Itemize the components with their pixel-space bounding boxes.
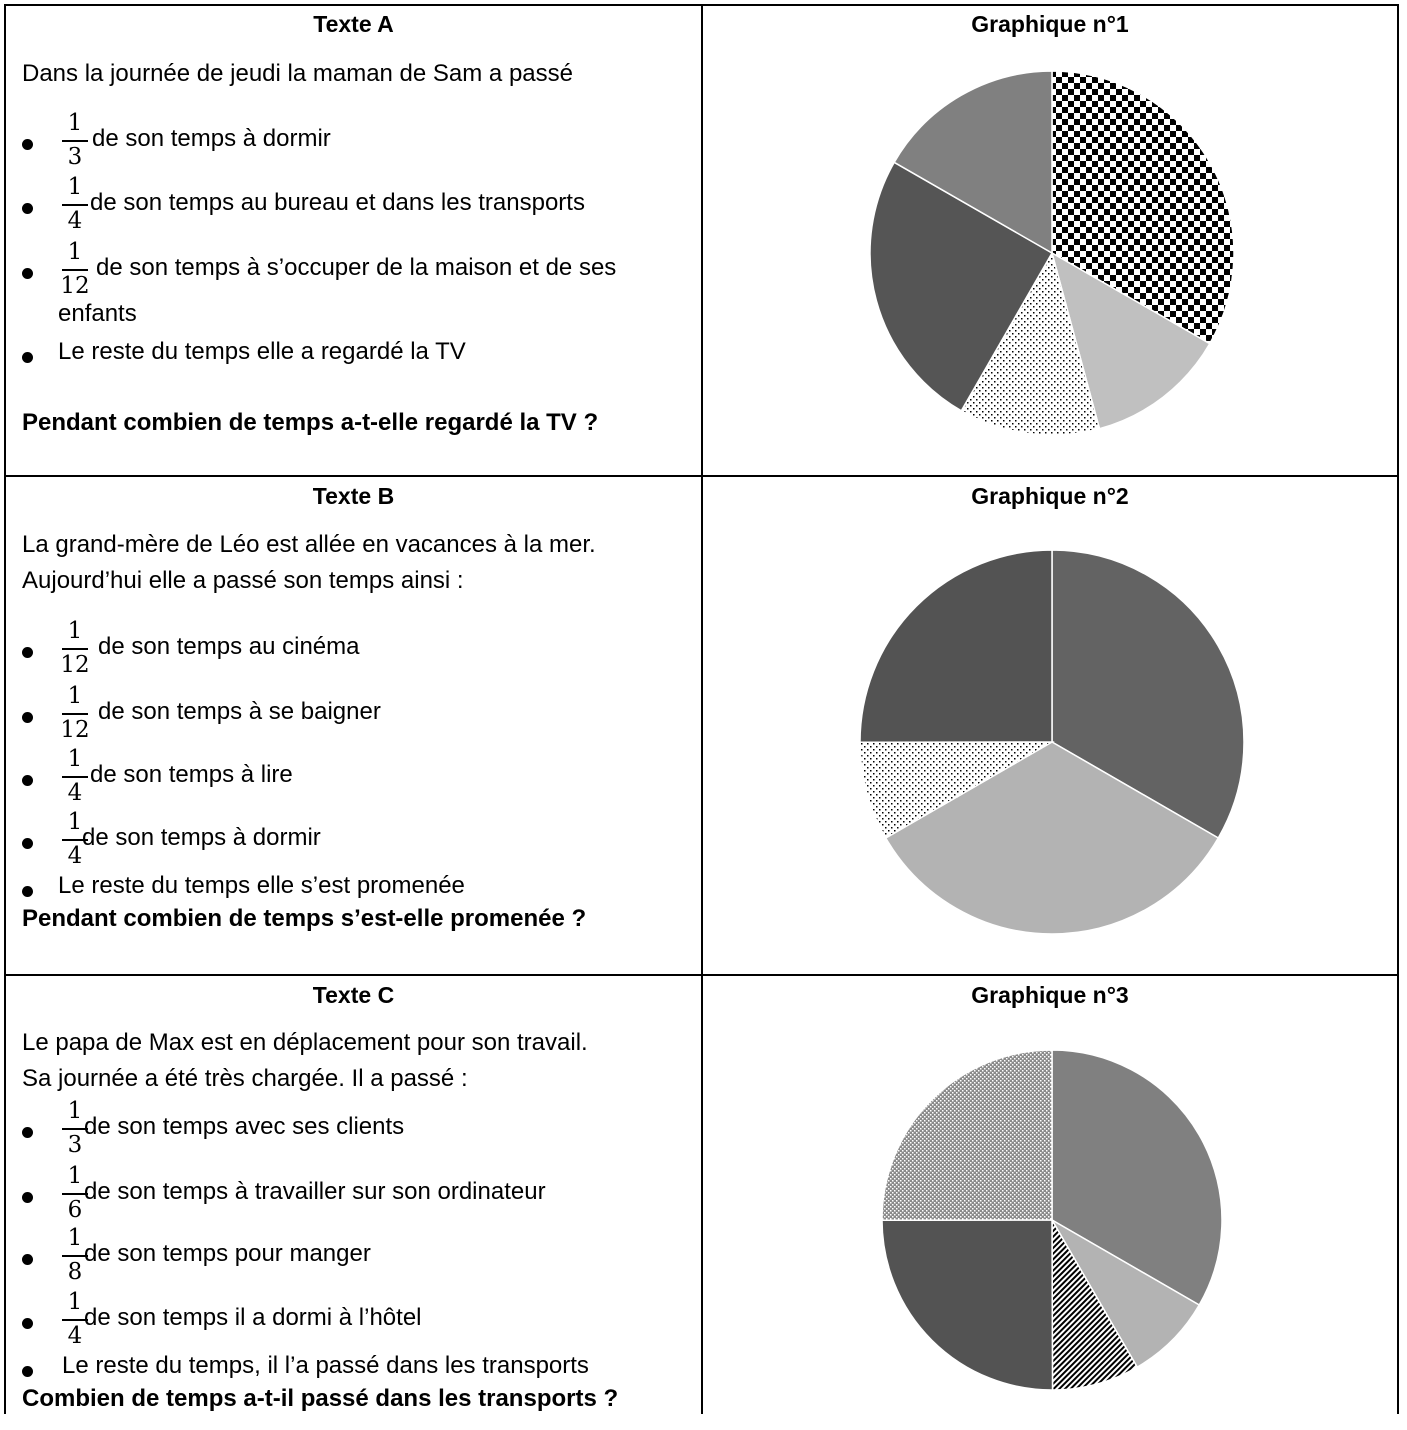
item-text: de son temps à lire [90, 761, 293, 788]
row-divider-2 [4, 974, 1399, 976]
pie-chart-3 [881, 1049, 1223, 1391]
bullet-icon [22, 1192, 33, 1203]
pie-slice [869, 161, 1054, 412]
pie-slice [1049, 1217, 1201, 1369]
bullet-icon [22, 268, 33, 279]
item-text: de son temps à se baigner [98, 698, 381, 725]
pie-slice [1051, 70, 1235, 345]
item-text: Le reste du temps, il l’a passé dans les… [62, 1352, 589, 1379]
bullet-icon [22, 647, 33, 658]
bullet-icon [22, 712, 33, 723]
item-text: de son temps à dormir [92, 125, 331, 152]
pie-chart-2 [859, 549, 1245, 935]
fraction: 1 12 [60, 683, 90, 743]
item-text: de son temps il a dormi à l’hôtel [84, 1304, 422, 1331]
intro-line-a-1: Dans la journée de jeudi la maman de Sam… [22, 60, 573, 87]
pie-slice [881, 1219, 1054, 1391]
pie-slice [1051, 549, 1245, 840]
item-text: Le reste du temps elle s’est promenée [58, 872, 465, 899]
question-c: Combien de temps a-t-il passé dans les t… [22, 1385, 619, 1412]
text-heading-a: Texte A [313, 11, 394, 37]
pie-slice [1051, 1217, 1139, 1391]
text-heading-b: Texte B [312, 483, 395, 509]
pie-slice [1050, 251, 1211, 430]
pie-slice [884, 741, 1220, 935]
chart-heading-2: Graphique n°2 [971, 483, 1129, 509]
bullet-icon [22, 775, 33, 786]
item-text: de son temps pour manger [84, 1240, 371, 1267]
item-text: de son temps à s’occuper de la maison et… [96, 254, 617, 281]
table-border-left [4, 4, 6, 1414]
intro-line-b-2: Aujourd’hui elle a passé son temps ainsi… [22, 567, 464, 594]
bullet-icon [22, 1318, 33, 1329]
fraction: 1 12 [60, 239, 90, 299]
fraction: 1 12 [60, 618, 90, 678]
question-a: Pendant combien de temps a-t-elle regard… [22, 409, 599, 436]
bullet-icon [22, 1366, 33, 1377]
item-continuation-a-3: enfants [58, 300, 137, 327]
bullet-icon [22, 838, 33, 849]
intro-line-c-2: Sa journée a été très chargée. Il a pass… [22, 1065, 468, 1092]
item-text: de son temps au cinéma [98, 633, 360, 660]
table-border-right [1397, 4, 1399, 1414]
bullet-icon [22, 352, 33, 363]
item-text: de son temps à dormir [82, 824, 321, 851]
pie-slice [893, 70, 1053, 255]
row-divider-1 [4, 475, 1399, 477]
pie-slice [881, 1049, 1053, 1222]
chart-heading-1: Graphique n°1 [971, 11, 1129, 37]
intro-line-c-1: Le papa de Max est en déplacement pour s… [22, 1029, 588, 1056]
pie-slice [1051, 1049, 1223, 1307]
item-text: Le reste du temps elle a regardé la TV [58, 338, 466, 365]
bullet-icon [22, 139, 33, 150]
question-b: Pendant combien de temps s’est-elle prom… [22, 905, 587, 932]
pie-chart-1 [869, 70, 1235, 436]
bullet-icon [22, 1127, 33, 1138]
bullet-icon [22, 886, 33, 897]
pie-slice [960, 251, 1101, 436]
bullet-icon [22, 1254, 33, 1265]
table-border-top [4, 4, 1399, 6]
intro-line-b-1: La grand-mère de Léo est allée en vacanc… [22, 531, 596, 558]
text-heading-c: Texte C [312, 982, 395, 1008]
table-border-middle [701, 4, 703, 1414]
chart-heading-3: Graphique n°3 [971, 982, 1129, 1008]
item-text: de son temps avec ses clients [84, 1113, 405, 1140]
bullet-icon [22, 203, 33, 214]
pie-slice [859, 549, 1053, 744]
item-text: de son temps à travailler sur son ordina… [84, 1178, 546, 1205]
item-text: de son temps au bureau et dans les trans… [90, 189, 585, 216]
pie-slice [859, 741, 1055, 840]
